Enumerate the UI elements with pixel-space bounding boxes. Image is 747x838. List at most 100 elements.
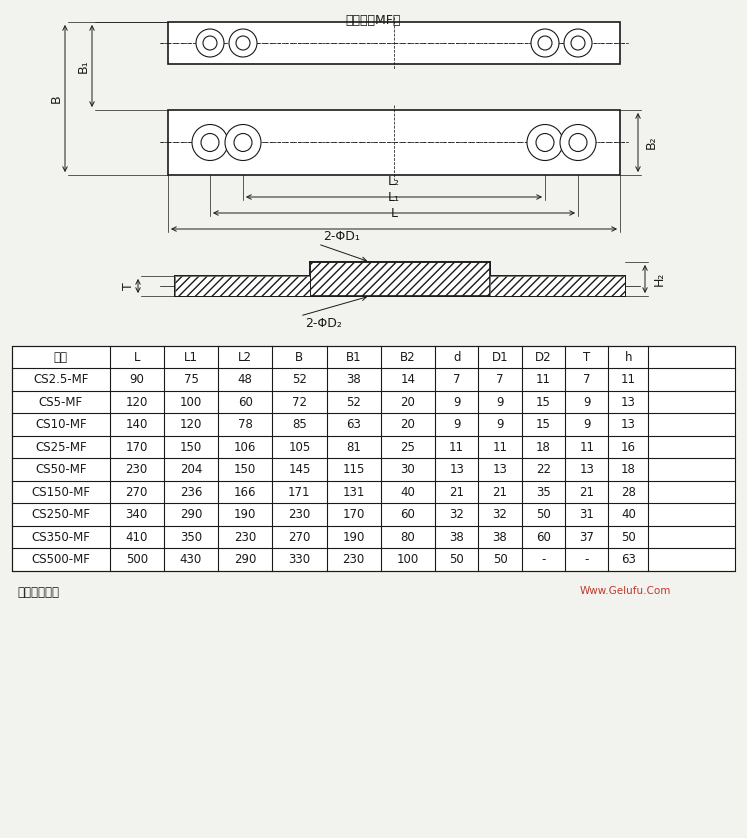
Text: 75: 75 — [184, 373, 199, 386]
Text: B₂: B₂ — [645, 136, 657, 149]
Bar — [175, 276, 625, 296]
Text: 安装块（MF）: 安装块（MF） — [345, 14, 400, 27]
Text: 230: 230 — [342, 553, 365, 566]
Text: 90: 90 — [129, 373, 144, 386]
Text: -: - — [542, 553, 545, 566]
Text: 60: 60 — [400, 509, 415, 521]
Text: CS350-MF: CS350-MF — [31, 530, 90, 544]
Text: 13: 13 — [449, 463, 464, 476]
Text: 7: 7 — [453, 373, 460, 386]
Bar — [168, 22, 620, 64]
Text: 106: 106 — [234, 441, 256, 453]
Text: D2: D2 — [535, 351, 552, 364]
Text: CS5-MF: CS5-MF — [39, 396, 83, 409]
Text: 11: 11 — [579, 441, 595, 453]
Text: 204: 204 — [180, 463, 202, 476]
Text: 2-ΦD₁: 2-ΦD₁ — [323, 230, 360, 243]
Text: 120: 120 — [180, 418, 202, 432]
Text: 63: 63 — [621, 553, 636, 566]
Text: 430: 430 — [180, 553, 202, 566]
Text: 25: 25 — [400, 441, 415, 453]
Text: 11: 11 — [449, 441, 464, 453]
Text: CS2.5-MF: CS2.5-MF — [33, 373, 88, 386]
Text: 85: 85 — [292, 418, 307, 432]
Text: 290: 290 — [180, 509, 202, 521]
Text: 120: 120 — [125, 396, 148, 409]
Text: 190: 190 — [234, 509, 256, 521]
Text: T: T — [583, 351, 590, 364]
Text: 350: 350 — [180, 530, 202, 544]
Text: 100: 100 — [180, 396, 202, 409]
Text: L₁: L₁ — [388, 191, 400, 204]
Text: 230: 230 — [125, 463, 148, 476]
Text: 9: 9 — [453, 396, 460, 409]
Text: 40: 40 — [621, 509, 636, 521]
Text: 81: 81 — [346, 441, 361, 453]
Text: 21: 21 — [579, 486, 595, 499]
Text: L1: L1 — [184, 351, 198, 364]
Text: 170: 170 — [342, 509, 365, 521]
Text: 40: 40 — [400, 486, 415, 499]
Circle shape — [229, 29, 257, 57]
Text: 16: 16 — [621, 441, 636, 453]
Text: L2: L2 — [238, 351, 252, 364]
Text: 20: 20 — [400, 418, 415, 432]
Text: 131: 131 — [342, 486, 365, 499]
Text: 190: 190 — [342, 530, 365, 544]
Text: B1: B1 — [346, 351, 362, 364]
Text: 11: 11 — [621, 373, 636, 386]
Text: 60: 60 — [238, 396, 252, 409]
Text: 35: 35 — [536, 486, 551, 499]
Bar — [168, 110, 620, 175]
Text: 60: 60 — [536, 530, 551, 544]
Text: 72: 72 — [292, 396, 307, 409]
Text: B: B — [49, 94, 63, 103]
Text: 注：成对使用: 注：成对使用 — [17, 586, 59, 599]
Text: CS250-MF: CS250-MF — [31, 509, 90, 521]
Text: 290: 290 — [234, 553, 256, 566]
Circle shape — [196, 29, 224, 57]
Text: B₁: B₁ — [76, 59, 90, 73]
Text: D1: D1 — [492, 351, 509, 364]
Text: 38: 38 — [493, 530, 507, 544]
Text: 100: 100 — [397, 553, 419, 566]
Text: B: B — [295, 351, 303, 364]
Bar — [12, 346, 735, 571]
Text: 38: 38 — [347, 373, 361, 386]
Text: 31: 31 — [580, 509, 594, 521]
Text: 48: 48 — [238, 373, 252, 386]
Text: 500: 500 — [125, 553, 148, 566]
Text: CS25-MF: CS25-MF — [35, 441, 87, 453]
Text: 9: 9 — [583, 396, 591, 409]
Text: H₂: H₂ — [652, 272, 666, 287]
Circle shape — [192, 125, 228, 161]
Text: CS10-MF: CS10-MF — [35, 418, 87, 432]
Text: 14: 14 — [400, 373, 415, 386]
Text: 9: 9 — [453, 418, 460, 432]
Text: 32: 32 — [492, 509, 507, 521]
Text: L₂: L₂ — [388, 175, 400, 188]
Text: T: T — [123, 282, 135, 290]
Text: 型号: 型号 — [54, 351, 68, 364]
Text: 28: 28 — [621, 486, 636, 499]
Circle shape — [527, 125, 563, 161]
Text: 9: 9 — [583, 418, 591, 432]
Text: 236: 236 — [180, 486, 202, 499]
Text: 52: 52 — [346, 396, 361, 409]
Text: 230: 230 — [234, 530, 256, 544]
Text: d: d — [453, 351, 460, 364]
Text: 50: 50 — [621, 530, 636, 544]
Text: 30: 30 — [400, 463, 415, 476]
Text: 78: 78 — [238, 418, 252, 432]
Text: 21: 21 — [492, 486, 507, 499]
Bar — [175, 276, 625, 296]
Text: 171: 171 — [288, 486, 311, 499]
Text: 166: 166 — [234, 486, 256, 499]
Text: CS500-MF: CS500-MF — [31, 553, 90, 566]
Text: 150: 150 — [234, 463, 256, 476]
Text: L: L — [391, 207, 397, 220]
Text: 11: 11 — [492, 441, 507, 453]
Text: CS50-MF: CS50-MF — [35, 463, 87, 476]
Text: 7: 7 — [496, 373, 503, 386]
Text: 140: 140 — [125, 418, 148, 432]
